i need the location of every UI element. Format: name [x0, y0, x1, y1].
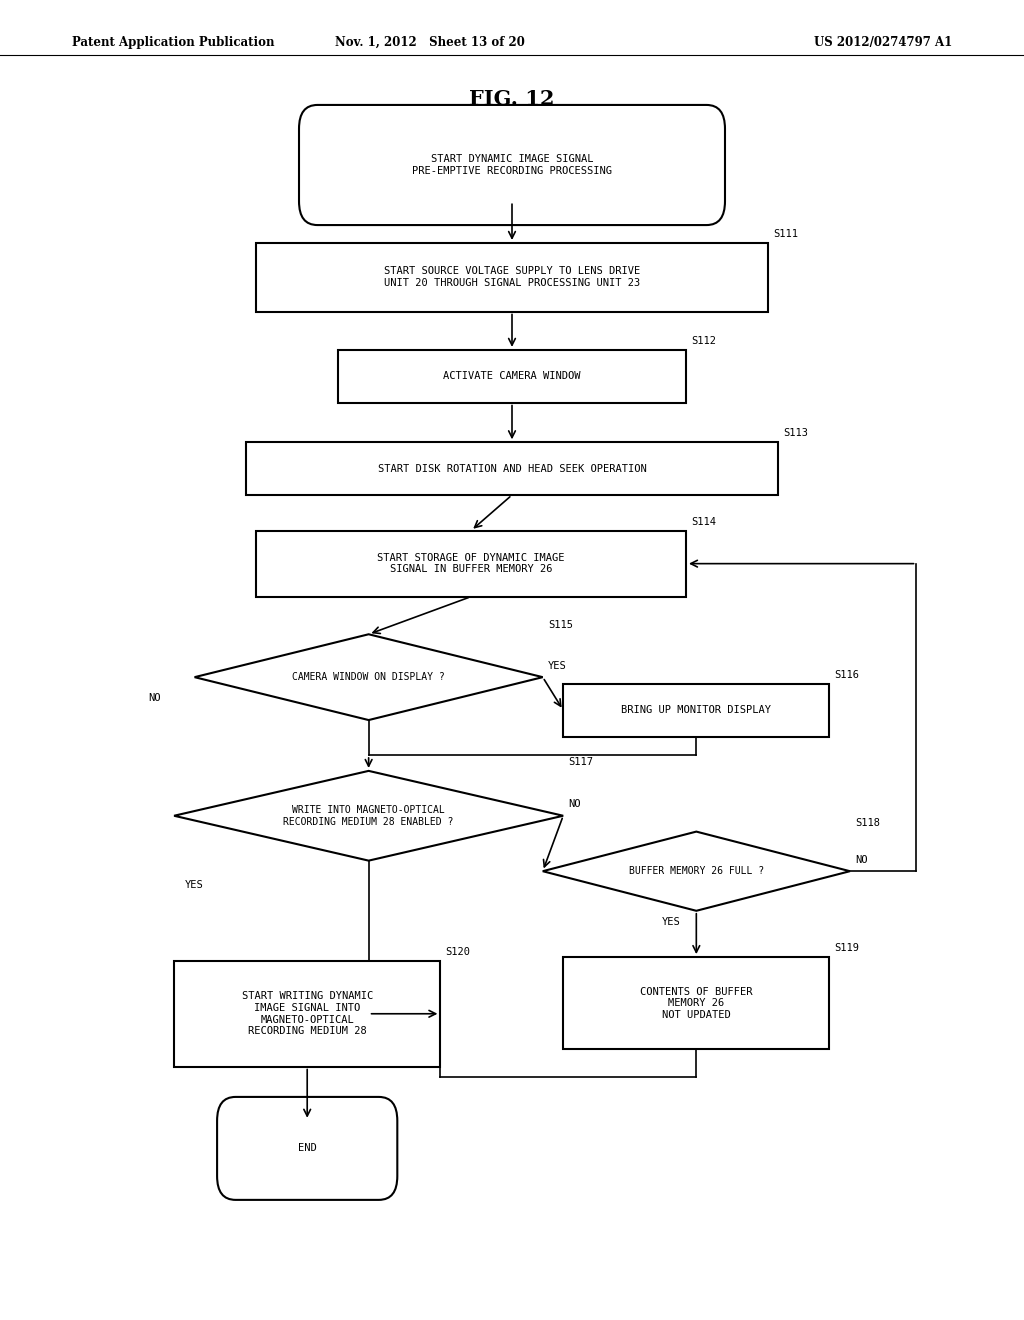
FancyBboxPatch shape [256, 243, 768, 312]
Text: CAMERA WINDOW ON DISPLAY ?: CAMERA WINDOW ON DISPLAY ? [292, 672, 445, 682]
FancyBboxPatch shape [256, 531, 686, 597]
FancyBboxPatch shape [246, 442, 778, 495]
Text: BUFFER MEMORY 26 FULL ?: BUFFER MEMORY 26 FULL ? [629, 866, 764, 876]
Text: END: END [298, 1143, 316, 1154]
FancyBboxPatch shape [299, 106, 725, 224]
Text: START DYNAMIC IMAGE SIGNAL
PRE-EMPTIVE RECORDING PROCESSING: START DYNAMIC IMAGE SIGNAL PRE-EMPTIVE R… [412, 154, 612, 176]
Polygon shape [195, 635, 543, 721]
Text: S120: S120 [445, 946, 470, 957]
Text: START WRITING DYNAMIC
IMAGE SIGNAL INTO
MAGNETO-OPTICAL
RECORDING MEDIUM 28: START WRITING DYNAMIC IMAGE SIGNAL INTO … [242, 991, 373, 1036]
Polygon shape [543, 832, 850, 911]
Text: NO: NO [568, 799, 581, 809]
Text: START STORAGE OF DYNAMIC IMAGE
SIGNAL IN BUFFER MEMORY 26: START STORAGE OF DYNAMIC IMAGE SIGNAL IN… [377, 553, 565, 574]
FancyBboxPatch shape [174, 961, 440, 1067]
Text: S113: S113 [783, 428, 808, 438]
FancyBboxPatch shape [217, 1097, 397, 1200]
Text: CONTENTS OF BUFFER
MEMORY 26
NOT UPDATED: CONTENTS OF BUFFER MEMORY 26 NOT UPDATED [640, 986, 753, 1020]
Text: S111: S111 [773, 228, 798, 239]
Text: WRITE INTO MAGNETO-OPTICAL
RECORDING MEDIUM 28 ENABLED ?: WRITE INTO MAGNETO-OPTICAL RECORDING MED… [284, 805, 454, 826]
Text: S112: S112 [691, 335, 716, 346]
Text: START SOURCE VOLTAGE SUPPLY TO LENS DRIVE
UNIT 20 THROUGH SIGNAL PROCESSING UNIT: START SOURCE VOLTAGE SUPPLY TO LENS DRIV… [384, 267, 640, 288]
Text: FIG. 12: FIG. 12 [469, 88, 555, 110]
Text: START DISK ROTATION AND HEAD SEEK OPERATION: START DISK ROTATION AND HEAD SEEK OPERAT… [378, 463, 646, 474]
Text: Patent Application Publication: Patent Application Publication [72, 36, 274, 49]
Text: Nov. 1, 2012   Sheet 13 of 20: Nov. 1, 2012 Sheet 13 of 20 [335, 36, 525, 49]
Text: NO: NO [855, 854, 867, 865]
Text: YES: YES [548, 660, 566, 671]
Text: ACTIVATE CAMERA WINDOW: ACTIVATE CAMERA WINDOW [443, 371, 581, 381]
Text: YES: YES [184, 880, 203, 891]
Text: S116: S116 [835, 669, 859, 680]
Text: S118: S118 [855, 817, 880, 828]
Text: S115: S115 [548, 620, 572, 631]
FancyBboxPatch shape [563, 684, 829, 737]
Text: NO: NO [148, 693, 161, 704]
Text: US 2012/0274797 A1: US 2012/0274797 A1 [814, 36, 952, 49]
Text: S114: S114 [691, 516, 716, 527]
Text: YES: YES [663, 917, 681, 928]
Text: BRING UP MONITOR DISPLAY: BRING UP MONITOR DISPLAY [622, 705, 771, 715]
FancyBboxPatch shape [563, 957, 829, 1049]
FancyBboxPatch shape [338, 350, 686, 403]
Polygon shape [174, 771, 563, 861]
Text: S117: S117 [568, 756, 593, 767]
Text: S119: S119 [835, 942, 859, 953]
